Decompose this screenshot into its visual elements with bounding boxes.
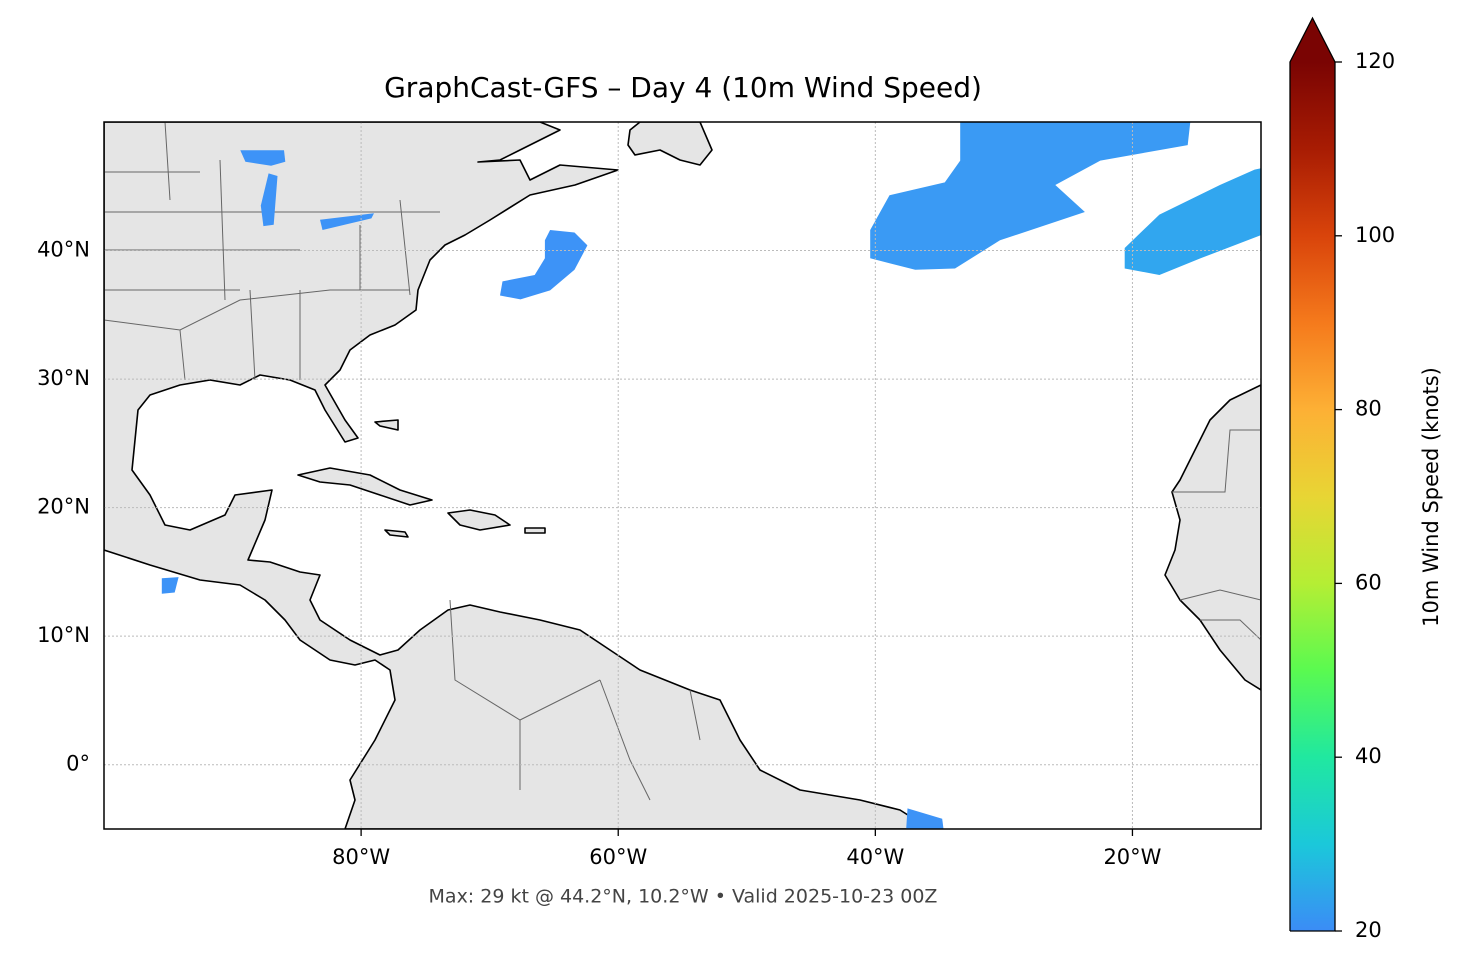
newfoundland xyxy=(627,122,713,166)
colorbar-tick-label: 120 xyxy=(1355,49,1395,73)
bahamas xyxy=(374,419,399,431)
hispaniola xyxy=(447,509,511,531)
colorbar-tick-label: 20 xyxy=(1355,918,1382,942)
wind-area xyxy=(1124,168,1261,275)
y-tick-label: 0° xyxy=(66,752,90,776)
land xyxy=(104,122,1261,829)
colorbar-tick-label: 80 xyxy=(1355,397,1382,421)
wind-area xyxy=(240,150,286,166)
y-tick-label: 30°N xyxy=(37,366,90,390)
x-tick-label: 60°W xyxy=(589,845,647,869)
colorbar-tick-label: 40 xyxy=(1355,744,1382,768)
y-tick-label: 40°N xyxy=(37,238,90,262)
colorbar-outline xyxy=(1289,16,1336,932)
africa xyxy=(1164,384,1261,691)
wind-area xyxy=(870,122,1191,270)
americas xyxy=(104,122,931,829)
colorbar-extension xyxy=(1290,18,1335,62)
wind-area xyxy=(500,230,588,300)
x-tick-label: 20°W xyxy=(1103,845,1161,869)
y-tick-label: 20°N xyxy=(37,495,90,519)
jamaica xyxy=(384,529,409,538)
colorbar-tick-label: 60 xyxy=(1355,570,1382,594)
wind-area xyxy=(260,173,278,227)
colorbar-tick-label: 100 xyxy=(1355,223,1395,247)
cuba xyxy=(297,467,433,506)
footer-note: Max: 29 kt @ 44.2°N, 10.2°W • Valid 2025… xyxy=(429,886,938,908)
colorbar-label: 10m Wind Speed (knots) xyxy=(1419,367,1443,627)
wind-area xyxy=(320,213,374,230)
wind-area xyxy=(906,808,944,829)
x-tick-label: 80°W xyxy=(332,845,390,869)
wind-area xyxy=(161,577,179,594)
map-frame xyxy=(103,121,1262,830)
chart-title: GraphCast-GFS – Day 4 (10m Wind Speed) xyxy=(384,71,982,104)
y-tick-label: 10°N xyxy=(37,623,90,647)
colorbar xyxy=(1290,62,1335,931)
x-tick-label: 40°W xyxy=(846,845,904,869)
puerto-rico xyxy=(524,527,546,534)
